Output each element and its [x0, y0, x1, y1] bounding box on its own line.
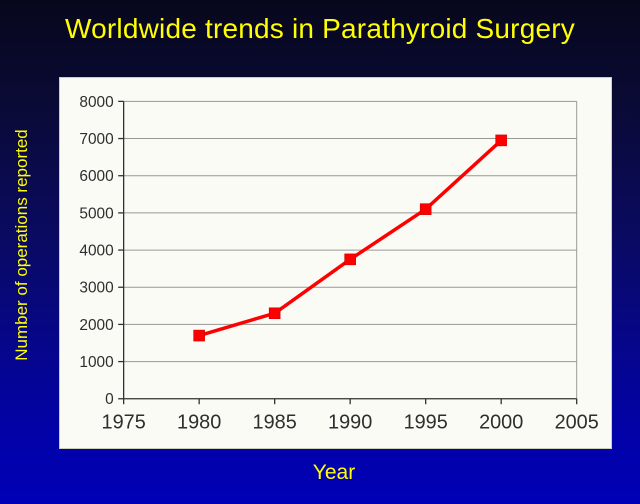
x-tick-label: 1985 — [253, 412, 297, 434]
data-point-marker — [344, 253, 356, 266]
page-title: Worldwide trends in Parathyroid Surgery — [65, 13, 575, 44]
data-point-marker — [419, 203, 432, 215]
y-tick-label: 1000 — [79, 354, 113, 371]
line-chart-svg: 0 1000 2000 3000 4000 5000 6000 7000 8000 1975 198… — [79, 94, 599, 434]
x-tick-label: 1995 — [404, 412, 448, 434]
chart-plot-area: 0 1000 2000 3000 4000 5000 6000 7000 8000 1975 198… — [59, 77, 612, 449]
x-tick-label: 1975 — [102, 412, 146, 434]
x-tick-label: 1980 — [177, 412, 221, 434]
y-tick-label: 3000 — [79, 280, 113, 297]
y-tick-label: 5000 — [79, 205, 113, 222]
y-tick-label: 4000 — [79, 243, 113, 260]
data-point-marker — [193, 329, 205, 342]
x-axis-label: Year — [312, 461, 356, 484]
data-point-marker — [495, 134, 507, 147]
x-tick-label: 1990 — [328, 412, 372, 434]
y-tick-label: 0 — [105, 391, 114, 408]
y-axis-label: Number of operations reported — [12, 129, 31, 361]
y-tick-label: 6000 — [79, 168, 113, 185]
data-line — [198, 139, 503, 338]
data-point-marker — [268, 307, 281, 320]
y-tick-label: 2000 — [79, 317, 113, 334]
x-tick-label: 2005 — [555, 412, 599, 434]
x-tick-label: 2000 — [479, 412, 523, 434]
y-tick-label: 7000 — [79, 131, 113, 148]
y-tick-label: 8000 — [79, 94, 113, 111]
